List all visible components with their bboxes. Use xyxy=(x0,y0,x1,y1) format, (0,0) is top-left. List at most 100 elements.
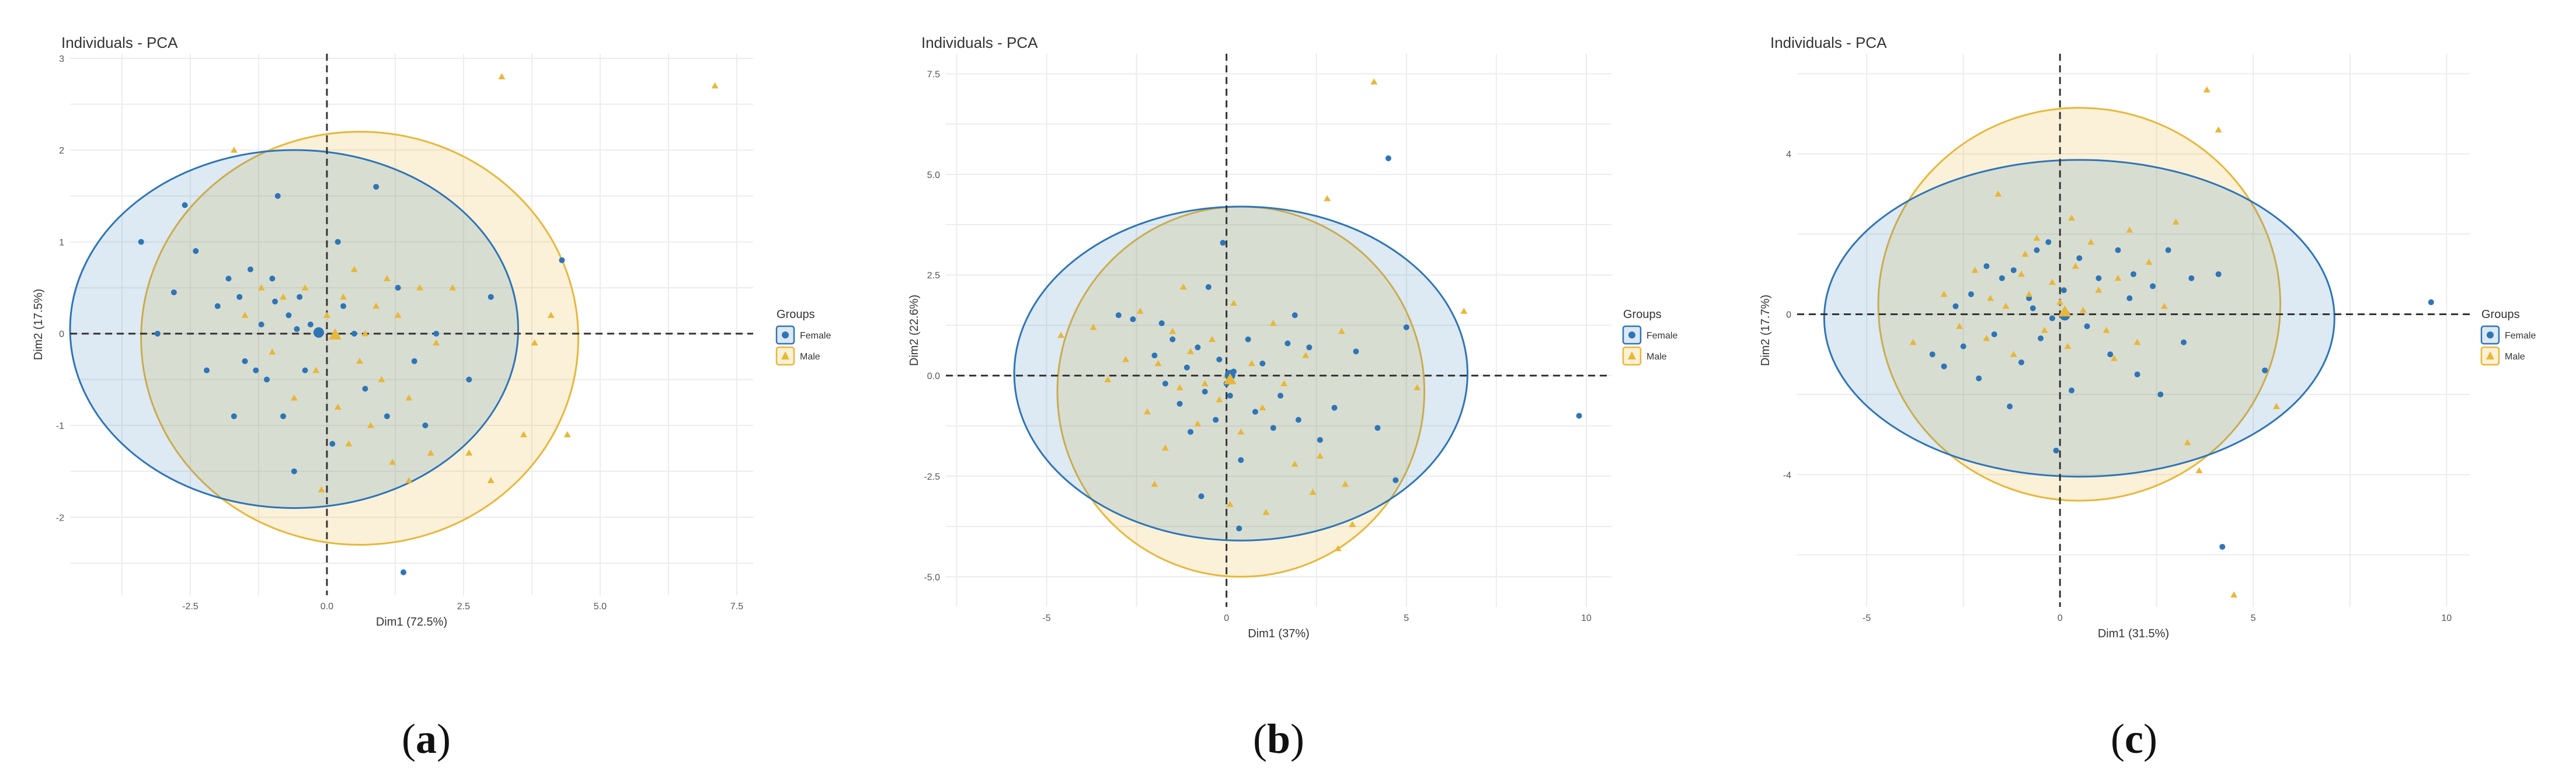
x-tick-label: 10 xyxy=(2441,613,2452,623)
data-point xyxy=(1370,78,1378,85)
data-point xyxy=(182,202,188,208)
data-point xyxy=(329,441,336,447)
legend-marker-circle xyxy=(1628,331,1635,338)
data-point xyxy=(2181,339,2187,345)
data-point xyxy=(1269,319,1277,326)
data-point xyxy=(241,312,249,318)
centroid-female xyxy=(313,327,324,338)
data-point xyxy=(2045,239,2052,245)
data-point xyxy=(1169,336,1176,343)
y-tick-label: 2.5 xyxy=(927,271,940,281)
data-point xyxy=(1414,384,1421,390)
data-point xyxy=(1576,413,1582,419)
data-point xyxy=(2215,126,2222,133)
y-axis-title: Dim2 (22.6%) xyxy=(908,295,921,366)
legend-label-female: Female xyxy=(800,331,831,341)
legend-marker-triangle xyxy=(1628,351,1636,359)
chart-title: Individuals - PCA xyxy=(921,34,1038,51)
legend-marker-circle xyxy=(2487,331,2494,338)
data-point xyxy=(1154,359,1162,366)
data-point xyxy=(2068,214,2076,221)
data-point xyxy=(2126,295,2133,302)
y-tick-label: -5.0 xyxy=(924,572,940,582)
data-point xyxy=(1205,284,1212,290)
data-point xyxy=(2102,327,2110,333)
y-tick-label: 0.0 xyxy=(927,372,940,382)
chart-panel-0: Individuals - PCA -2.5 0.0 2.5 5.0 7.5 -2 -1 0 1 2… xyxy=(32,34,831,629)
data-point xyxy=(1201,380,1209,386)
data-point xyxy=(1393,477,1399,483)
chart-title: Individuals - PCA xyxy=(61,34,178,51)
x-tick-label: 2.5 xyxy=(457,602,470,612)
panel-caption: (b) xyxy=(1253,715,1304,762)
centroid-male xyxy=(328,328,342,340)
data-point xyxy=(1306,344,1313,351)
data-point xyxy=(258,322,264,327)
ellipse-female xyxy=(1823,159,2335,478)
ellipse-male xyxy=(1877,107,2282,502)
ellipse-female xyxy=(1013,205,1469,542)
data-point xyxy=(1342,480,1349,487)
data-point xyxy=(2107,351,2114,358)
data-point xyxy=(1238,457,1244,463)
data-point xyxy=(242,358,248,364)
data-point xyxy=(302,367,308,373)
data-point xyxy=(1987,295,1994,301)
data-point xyxy=(2172,218,2180,225)
data-point xyxy=(2215,271,2222,277)
data-point xyxy=(2134,371,2140,378)
caption-close: ) xyxy=(2143,715,2157,762)
data-point xyxy=(433,330,440,337)
data-point xyxy=(1202,389,1208,395)
data-point xyxy=(1195,344,1201,351)
caption-open: ( xyxy=(402,715,416,762)
legend-label-male: Male xyxy=(1646,352,1667,362)
panel-caption: (a) xyxy=(402,715,451,762)
data-point xyxy=(1245,336,1251,343)
legend-label-male: Male xyxy=(800,352,820,362)
x-axis-title: Dim1 (37%) xyxy=(1248,627,1310,640)
data-point xyxy=(1136,308,1144,314)
data-point xyxy=(2069,387,2075,394)
series-female xyxy=(1929,239,2434,550)
data-point xyxy=(389,458,396,465)
data-point xyxy=(1237,428,1245,435)
y-tick-label: 7.5 xyxy=(927,69,940,79)
centroid-male xyxy=(2058,305,2072,317)
data-point xyxy=(1316,452,1324,459)
data-point xyxy=(559,257,565,263)
data-point xyxy=(2133,338,2141,345)
data-point xyxy=(1179,283,1187,290)
data-point xyxy=(1144,408,1151,415)
data-point xyxy=(2095,287,2102,293)
y-tick-label: -4 xyxy=(1783,470,1791,480)
data-point xyxy=(1130,316,1136,323)
y-tick-label: 0 xyxy=(59,330,64,340)
data-point xyxy=(2145,259,2153,265)
data-point xyxy=(1220,240,1226,246)
data-point xyxy=(2030,305,2036,312)
data-point xyxy=(1176,400,1183,407)
data-point xyxy=(2079,306,2087,313)
data-point xyxy=(2018,270,2025,277)
data-point xyxy=(2219,543,2226,550)
centroid-male xyxy=(1223,373,1237,385)
data-point xyxy=(1162,380,1168,387)
data-point xyxy=(1983,263,1990,270)
legend: Groups Female Male xyxy=(2480,308,2536,366)
data-point xyxy=(1216,356,1223,362)
data-point xyxy=(1302,352,1310,358)
data-point xyxy=(1385,155,1391,162)
data-point xyxy=(2041,327,2048,333)
y-axis-title: Dim2 (17.5%) xyxy=(32,289,45,360)
data-point xyxy=(351,330,357,337)
caption-open: ( xyxy=(2111,715,2125,762)
data-point xyxy=(290,394,298,401)
data-point xyxy=(384,413,390,420)
data-point xyxy=(2025,291,2033,297)
data-point xyxy=(1213,417,1219,423)
data-point xyxy=(405,477,413,483)
data-point xyxy=(2060,287,2067,294)
data-point xyxy=(1324,195,1331,201)
data-point xyxy=(294,326,300,332)
